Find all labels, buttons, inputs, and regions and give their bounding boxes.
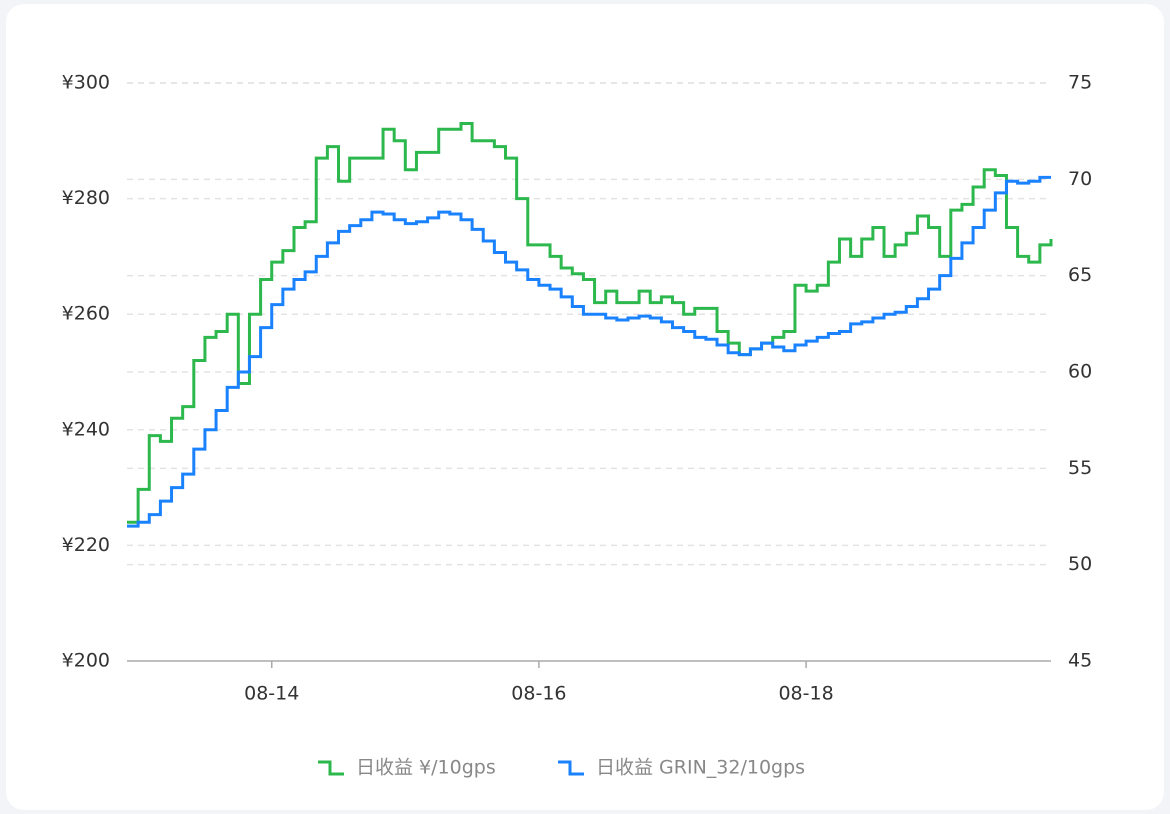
y2-tick-label: 70 [1068, 168, 1092, 190]
x-tick-label: 08-18 [778, 683, 833, 705]
y-tick-label: ¥300 [62, 72, 110, 94]
y-tick-label: ¥260 [62, 303, 110, 325]
y2-tick-label: 75 [1068, 72, 1092, 94]
y2-tick-label: 45 [1068, 650, 1092, 672]
y-tick-label: ¥200 [62, 650, 110, 672]
y2-tick-label: 65 [1068, 264, 1092, 286]
y2-tick-label: 50 [1068, 553, 1092, 575]
series-line [127, 175, 1051, 528]
legend-label: 日收益 ¥/10gps [356, 757, 496, 779]
x-tick-label: 08-16 [511, 683, 566, 705]
y-tick-label: ¥240 [62, 418, 110, 440]
series-line [127, 121, 1053, 524]
legend-icon [558, 760, 584, 776]
y2-tick-label: 55 [1068, 457, 1092, 479]
y-tick-label: ¥220 [62, 534, 110, 556]
legend-label: 日收益 GRIN_32/10gps [596, 757, 805, 779]
y2-tick-label: 60 [1068, 361, 1092, 383]
y-tick-label: ¥280 [62, 187, 110, 209]
x-tick-label: 08-14 [244, 683, 299, 705]
legend-icon [318, 760, 344, 776]
card [6, 4, 1164, 810]
